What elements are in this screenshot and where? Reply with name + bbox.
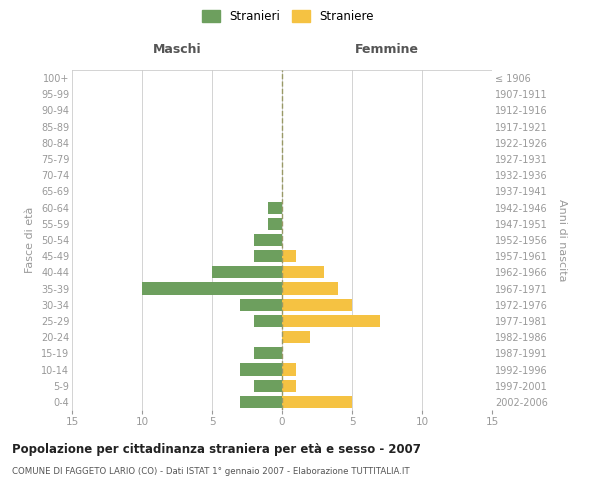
Y-axis label: Anni di nascita: Anni di nascita bbox=[557, 198, 567, 281]
Bar bbox=[282, 396, 352, 408]
Bar bbox=[282, 315, 380, 327]
Bar bbox=[268, 218, 282, 230]
Bar bbox=[254, 234, 282, 246]
Bar bbox=[268, 202, 282, 213]
Legend: Stranieri, Straniere: Stranieri, Straniere bbox=[197, 5, 379, 28]
Bar bbox=[282, 250, 296, 262]
Text: COMUNE DI FAGGETO LARIO (CO) - Dati ISTAT 1° gennaio 2007 - Elaborazione TUTTITA: COMUNE DI FAGGETO LARIO (CO) - Dati ISTA… bbox=[12, 468, 410, 476]
Bar bbox=[254, 250, 282, 262]
Bar bbox=[254, 348, 282, 360]
Bar bbox=[240, 298, 282, 311]
Text: Maschi: Maschi bbox=[152, 44, 202, 57]
Bar bbox=[282, 298, 352, 311]
Bar bbox=[282, 282, 338, 294]
Bar bbox=[240, 396, 282, 408]
Bar bbox=[142, 282, 282, 294]
Bar bbox=[254, 315, 282, 327]
Bar bbox=[282, 364, 296, 376]
Text: Popolazione per cittadinanza straniera per età e sesso - 2007: Popolazione per cittadinanza straniera p… bbox=[12, 442, 421, 456]
Bar bbox=[254, 380, 282, 392]
Bar bbox=[212, 266, 282, 278]
Y-axis label: Fasce di età: Fasce di età bbox=[25, 207, 35, 273]
Bar bbox=[282, 331, 310, 343]
Text: Femmine: Femmine bbox=[355, 44, 419, 57]
Bar bbox=[282, 380, 296, 392]
Bar bbox=[282, 266, 324, 278]
Bar bbox=[240, 364, 282, 376]
